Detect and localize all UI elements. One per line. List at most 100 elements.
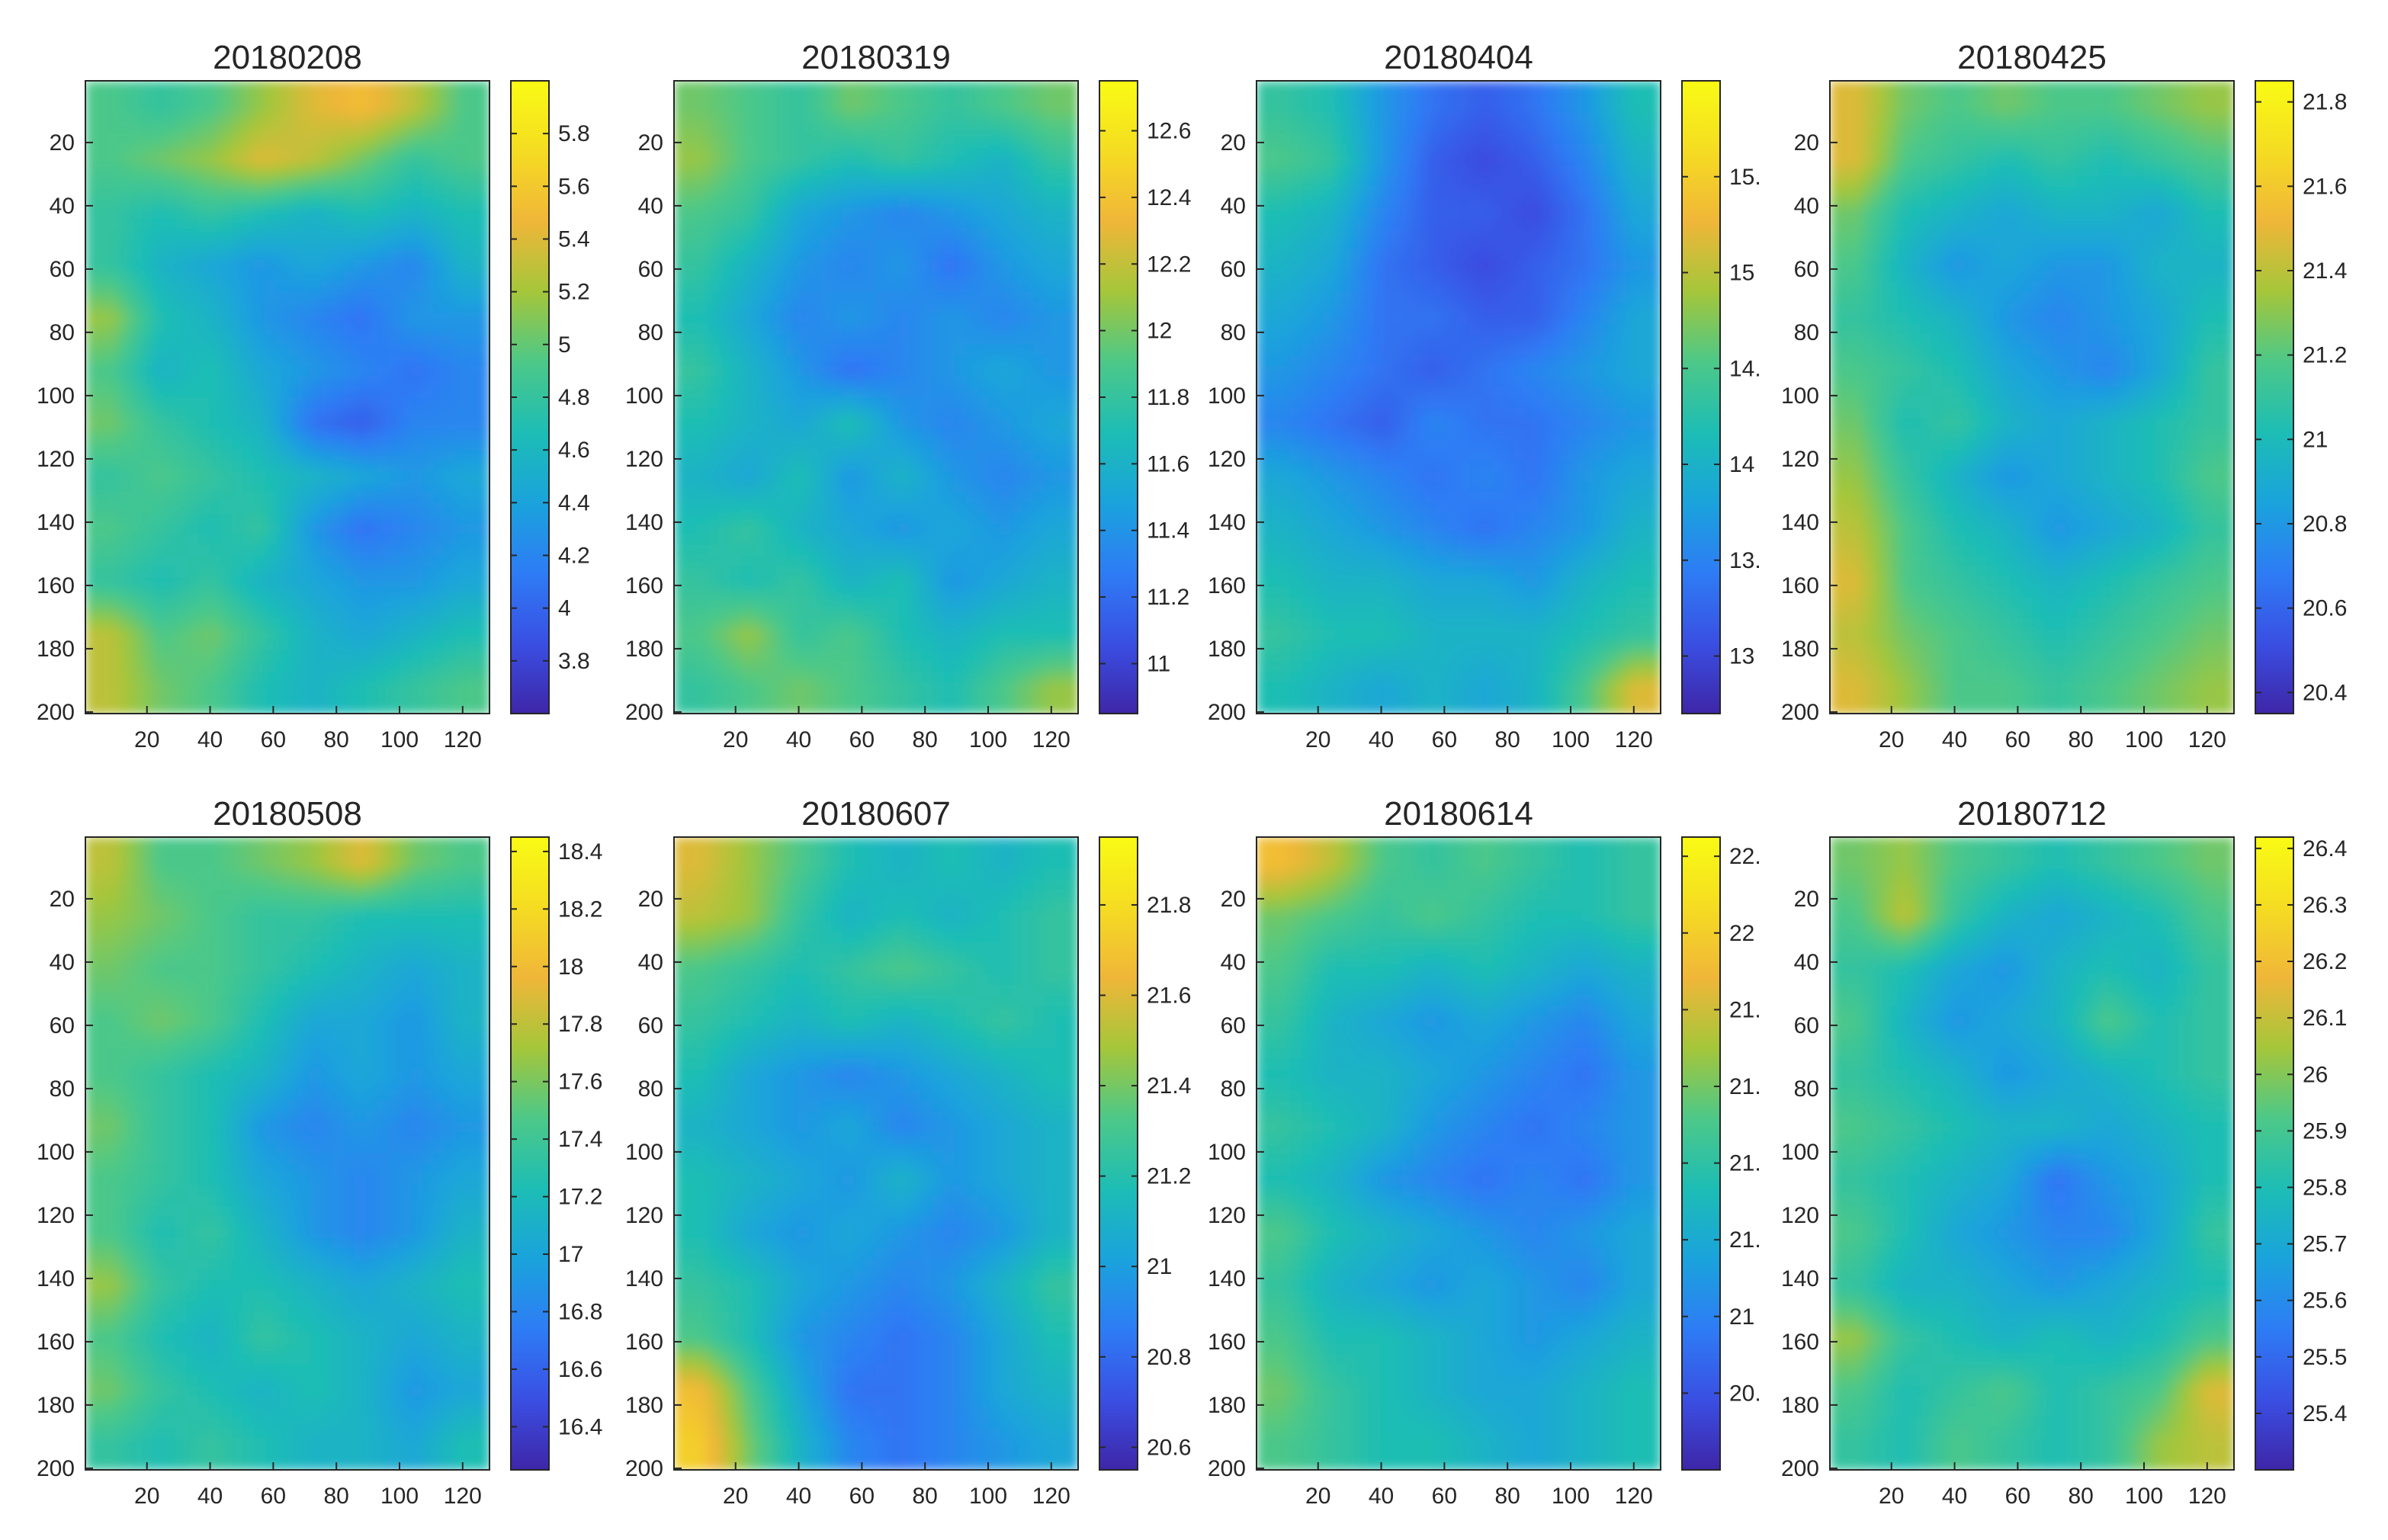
heat-cell <box>920 334 933 345</box>
heat-cell <box>753 524 765 535</box>
heat-cell <box>1290 81 1302 92</box>
heat-cell <box>467 387 480 398</box>
heat-cell <box>355 323 367 335</box>
heat-cell <box>1067 376 1078 387</box>
heat-cell <box>988 344 1000 356</box>
heat-cell <box>445 640 457 651</box>
heat-cell <box>253 608 266 620</box>
heat-cell <box>422 144 435 156</box>
heat-cell <box>152 313 165 324</box>
heat-cell <box>1022 428 1034 441</box>
heat-cell <box>298 291 311 303</box>
heat-cell <box>1067 703 1078 714</box>
heat-cell <box>1010 650 1023 662</box>
heat-cell <box>741 260 753 271</box>
heat-cell <box>1044 502 1057 514</box>
heat-cell <box>332 703 345 714</box>
heat-cell <box>410 682 423 694</box>
heat-cell <box>478 450 489 461</box>
heat-cell <box>753 544 765 557</box>
heat-cell <box>786 418 798 430</box>
heat-cell <box>685 650 698 662</box>
heat-cell <box>1581 123 1594 134</box>
heat-cell <box>130 101 143 114</box>
heat-cell <box>119 376 131 387</box>
heat-cell <box>242 365 255 377</box>
heat-cell <box>276 313 288 324</box>
heat-cell <box>455 682 468 694</box>
heat-cell <box>865 344 877 356</box>
heat-cell <box>197 407 210 419</box>
heat-cell <box>478 207 489 219</box>
heat-cell <box>321 439 333 451</box>
heat-cell <box>786 123 798 134</box>
heat-cell <box>1537 228 1549 240</box>
heat-cell <box>898 387 910 398</box>
heat-cell <box>910 260 922 271</box>
heat-cell <box>377 302 390 314</box>
heat-cell <box>1301 175 1314 188</box>
heat-cell <box>85 154 98 166</box>
heat-cell <box>85 355 98 367</box>
heat-cell <box>332 154 345 166</box>
heat-cell <box>1369 101 1381 114</box>
heat-cell <box>775 175 788 188</box>
heat-cell <box>478 470 489 483</box>
heat-cell <box>433 481 445 493</box>
heat-cell <box>1638 112 1651 124</box>
heat-cell <box>478 217 489 229</box>
heat-cell <box>1055 197 1068 208</box>
heat-cell <box>1391 154 1404 166</box>
heat-cell <box>1548 165 1561 177</box>
heat-cell <box>1391 144 1404 156</box>
heat-cell <box>808 671 821 683</box>
heat-cell <box>820 566 832 577</box>
heat-cell <box>377 703 390 714</box>
heat-cell <box>708 323 720 335</box>
heat-cell <box>1514 197 1527 208</box>
heat-cell <box>445 197 457 208</box>
heat-cell <box>1335 186 1347 197</box>
heat-cell <box>108 660 120 672</box>
y-tick-label: 80 <box>50 320 75 345</box>
heat-cell <box>876 228 888 240</box>
heat-cell <box>242 249 255 261</box>
heat-cell <box>786 207 798 219</box>
heat-cell <box>763 175 776 188</box>
heat-cell <box>999 439 1012 451</box>
heat-cell <box>85 660 98 672</box>
heat-cell <box>410 387 423 398</box>
heat-cell <box>1571 228 1583 240</box>
heat-cell <box>388 334 401 345</box>
heat-cell <box>943 544 955 557</box>
heat-cell <box>433 165 445 177</box>
heat-cell <box>321 470 333 483</box>
heat-cell <box>730 239 743 251</box>
heat-cell <box>321 217 333 229</box>
heat-cell <box>1436 123 1449 134</box>
heat-cell <box>1044 355 1057 367</box>
heat-cell <box>786 91 798 103</box>
heat-cell <box>276 502 288 514</box>
heat-cell <box>943 271 955 282</box>
heat-cell <box>410 397 423 409</box>
heat-cell <box>920 703 933 714</box>
heat-cell <box>1335 123 1347 134</box>
heat-cell <box>786 650 798 662</box>
heat-cell <box>276 365 288 377</box>
heat-cell <box>422 344 435 356</box>
heat-cell <box>775 566 788 577</box>
heat-cell <box>965 608 978 620</box>
heat-cell <box>164 365 176 377</box>
heat-cell <box>965 555 978 567</box>
heat-cell <box>343 81 356 92</box>
heat-cell <box>152 502 165 514</box>
heat-cell <box>853 671 866 683</box>
heat-cell <box>96 597 109 609</box>
heat-cell <box>1010 397 1023 409</box>
heat-cell <box>1649 81 1661 92</box>
heat-cell <box>1335 91 1347 103</box>
heat-cell <box>332 334 345 345</box>
heat-cell <box>298 217 311 229</box>
heat-cell <box>876 566 888 577</box>
